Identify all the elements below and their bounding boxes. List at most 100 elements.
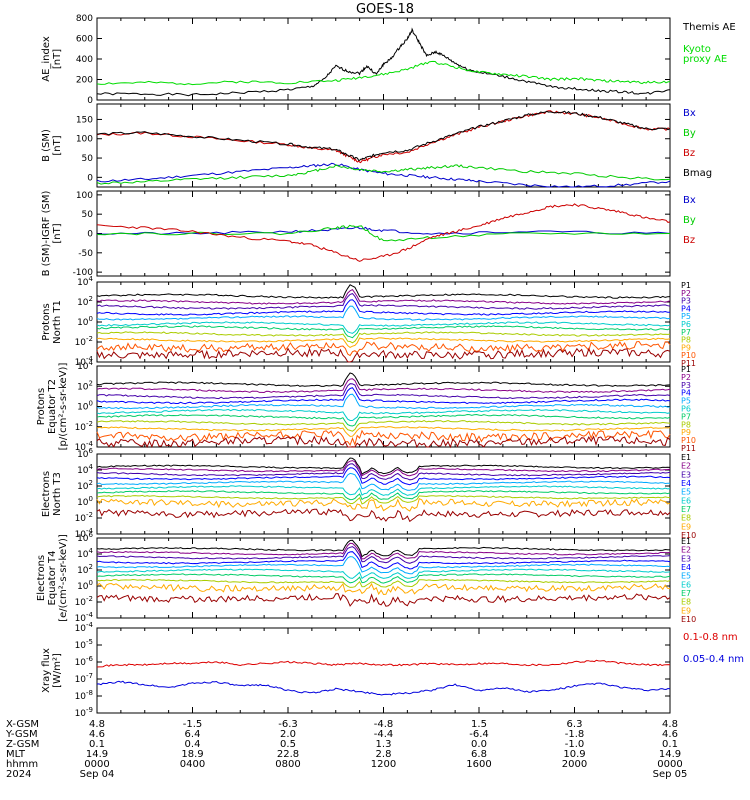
- channel-label: E3: [681, 554, 691, 563]
- ephemeris-value: 1600: [466, 759, 491, 770]
- ephemeris-value: -1.5: [183, 719, 203, 730]
- ephemeris-value: 0000: [657, 759, 682, 770]
- channel-label: P7: [681, 328, 691, 337]
- y-tick-label: 100: [76, 135, 93, 145]
- ephemeris-value: 6.8: [471, 749, 487, 760]
- ephemeris-value: 0400: [180, 759, 205, 770]
- ephemeris-value: 0.0: [471, 739, 487, 750]
- channel-line: [96, 556, 671, 575]
- y-tick-label: -100: [73, 268, 94, 278]
- channel-label: P7: [681, 412, 691, 421]
- legend-entry: By: [683, 128, 696, 139]
- ephemeris-value: 0.1: [89, 739, 105, 750]
- series-line: [96, 164, 671, 185]
- channel-label: P4: [681, 389, 691, 398]
- channel-label: E9: [681, 522, 691, 531]
- legend-entry: Bx: [683, 108, 696, 119]
- channel-line: [96, 593, 671, 607]
- y-axis-label: ProtonsNorth T1: [41, 300, 63, 344]
- panel-4: 104 102 100 10-2 10-4 ProtonsNorth T1 P1P2P3P4…: [41, 275, 696, 368]
- y-axis-label: B (SM)-IGRF (SM)[nT]: [41, 191, 63, 277]
- y-tick-label: 800: [76, 14, 93, 24]
- ephemeris-value: 6.3: [567, 719, 583, 730]
- channel-label: P5: [681, 397, 691, 406]
- channel-line: [96, 467, 671, 486]
- y-tick-label: 10-2: [75, 511, 93, 524]
- y-axis-label: ElectronsEquator T4[e/(cm²-s-sr-keV)]: [36, 534, 69, 622]
- panel-5: 104 102 100 10-2 10-4 ProtonsEquator T2[p/(cm…: [36, 359, 696, 453]
- ephemeris-value: 2.8: [376, 749, 392, 760]
- channel-label: E6: [681, 580, 691, 589]
- ephemeris-value: 1.3: [376, 739, 392, 750]
- ephemeris-value: 14.9: [86, 749, 108, 760]
- y-tick-label: 104: [77, 463, 93, 476]
- ephemeris-value: 0.5: [280, 739, 296, 750]
- y-tick-label: 100: [77, 579, 93, 592]
- channel-line: [96, 429, 671, 447]
- channel-label: P3: [681, 381, 691, 390]
- channel-label: P3: [681, 297, 691, 306]
- channel-label: P9: [681, 343, 691, 352]
- ephemeris-value: -4.4: [374, 729, 394, 740]
- channel-label: E4: [681, 563, 691, 572]
- channel-label: P6: [681, 320, 691, 329]
- channel-line: [96, 383, 671, 400]
- panel-3: -100 -50 0 50 100 B (SM)-IGRF (SM)[nT] Bx By Bz: [41, 190, 696, 278]
- y-tick-label: 100: [77, 315, 93, 328]
- channel-label: E1: [681, 453, 691, 462]
- y-tick-label: 10-6: [75, 655, 94, 668]
- y-tick-label: 0: [87, 173, 93, 183]
- date-label: Sep 05: [653, 769, 688, 780]
- y-axis-label: AE_index[nT]: [41, 36, 63, 82]
- channel-label: P4: [681, 304, 691, 313]
- channel-label: E5: [681, 488, 691, 497]
- channel-line: [96, 340, 671, 357]
- y-tick-label: 104: [77, 547, 93, 560]
- channel-label: E7: [681, 589, 691, 598]
- y-tick-label: 50: [82, 154, 94, 164]
- channel-line: [96, 372, 671, 387]
- ephemeris-table: X-GSM 4.8 -1.5 -6.3 -4.8 1.5 6.3 4.8 Y-GSM 4.6 6.4…: [5, 719, 687, 780]
- channel-label: E8: [681, 598, 691, 607]
- channel-line: [96, 378, 671, 394]
- panel-frame: [96, 453, 671, 535]
- y-tick-label: 102: [77, 379, 93, 392]
- y-tick-label: 106: [77, 447, 93, 460]
- y-tick-label: -50: [78, 249, 93, 259]
- channel-label: P10: [681, 436, 696, 445]
- y-tick-label: 10-9: [75, 706, 93, 719]
- y-tick-label: 102: [77, 479, 93, 492]
- legend-entry: Themis AE: [682, 22, 736, 33]
- y-tick-label: 102: [77, 295, 93, 308]
- channel-line: [96, 419, 671, 432]
- ephemeris-value: -4.8: [374, 719, 394, 730]
- series-line: [96, 680, 671, 696]
- ephemeris-value: -1.0: [565, 739, 585, 750]
- channel-label: E10: [681, 615, 696, 624]
- panel-frame: [96, 103, 671, 188]
- panels: 0 200 400 600 800 AE_index[nT] Themis AE Kyoto p…: [36, 14, 744, 719]
- ephemeris-value: 0800: [275, 759, 300, 770]
- series-line: [96, 162, 671, 188]
- y-tick-label: 0: [87, 230, 93, 240]
- channel-line: [96, 305, 671, 321]
- y-tick-label: 10-2: [75, 420, 93, 433]
- channel-label: P8: [681, 336, 691, 345]
- panel-2: 0 50 100 150 B (SM)[nT] Bx By Bz Bmag: [41, 103, 712, 188]
- y-tick-label: 600: [76, 35, 93, 45]
- y-tick-label: 200: [76, 76, 93, 86]
- channel-line: [96, 293, 671, 310]
- channel-label: P11: [681, 444, 696, 453]
- channel-label: P1: [681, 365, 691, 374]
- ephemeris-value: -6.4: [469, 729, 489, 740]
- channel-label: P9: [681, 428, 691, 437]
- channel-line: [96, 288, 671, 305]
- channel-line: [96, 463, 671, 481]
- channel-label: E7: [681, 505, 691, 514]
- channel-label: P10: [681, 351, 696, 360]
- legend-entry: Bz: [683, 148, 695, 159]
- channel-line: [96, 393, 671, 410]
- ephemeris-value: -6.3: [278, 719, 298, 730]
- channel-label: E8: [681, 514, 691, 523]
- channel-line: [96, 299, 671, 316]
